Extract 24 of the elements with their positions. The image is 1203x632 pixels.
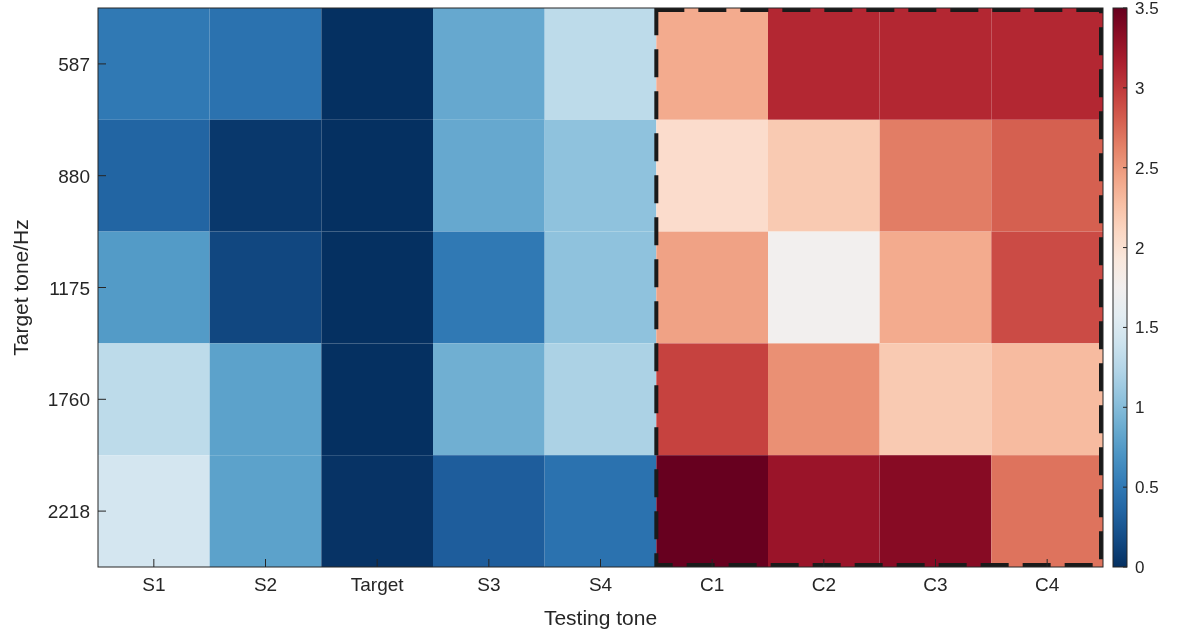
color-bar-label: 0.5 <box>1135 478 1159 498</box>
y-axis-title: Target tone/Hz <box>9 219 32 356</box>
x-tick-label: C3 <box>923 574 948 595</box>
y-tick-label: 1175 <box>49 277 90 299</box>
color-bar-label: 0 <box>1135 558 1145 577</box>
color-bar-label: 1 <box>1135 398 1145 418</box>
x-tick-label: S4 <box>588 574 613 595</box>
y-tick-label: 1760 <box>47 389 90 411</box>
x-tick-label: S1 <box>142 574 166 595</box>
color-bar-label: 1.5 <box>1135 318 1159 338</box>
x-tick-label: Target <box>350 574 405 595</box>
x-tick-label: C1 <box>700 574 725 595</box>
x-tick-label: S3 <box>477 574 501 595</box>
color-bar-label: 3 <box>1135 78 1145 98</box>
x-tick-label: C2 <box>811 574 836 595</box>
x-tick-label: C4 <box>1035 574 1060 595</box>
x-axis-title: Testing tone <box>543 606 658 629</box>
color-bar-label: 2 <box>1135 238 1145 258</box>
color-bar-label: 3.5 <box>1135 0 1159 18</box>
y-tick-label: 880 <box>58 165 90 187</box>
y-tick-label: 587 <box>58 53 90 75</box>
y-tick-label: 2218 <box>47 501 90 523</box>
x-tick-label: S2 <box>253 574 278 595</box>
color-bar-label: 2.5 <box>1135 158 1159 178</box>
